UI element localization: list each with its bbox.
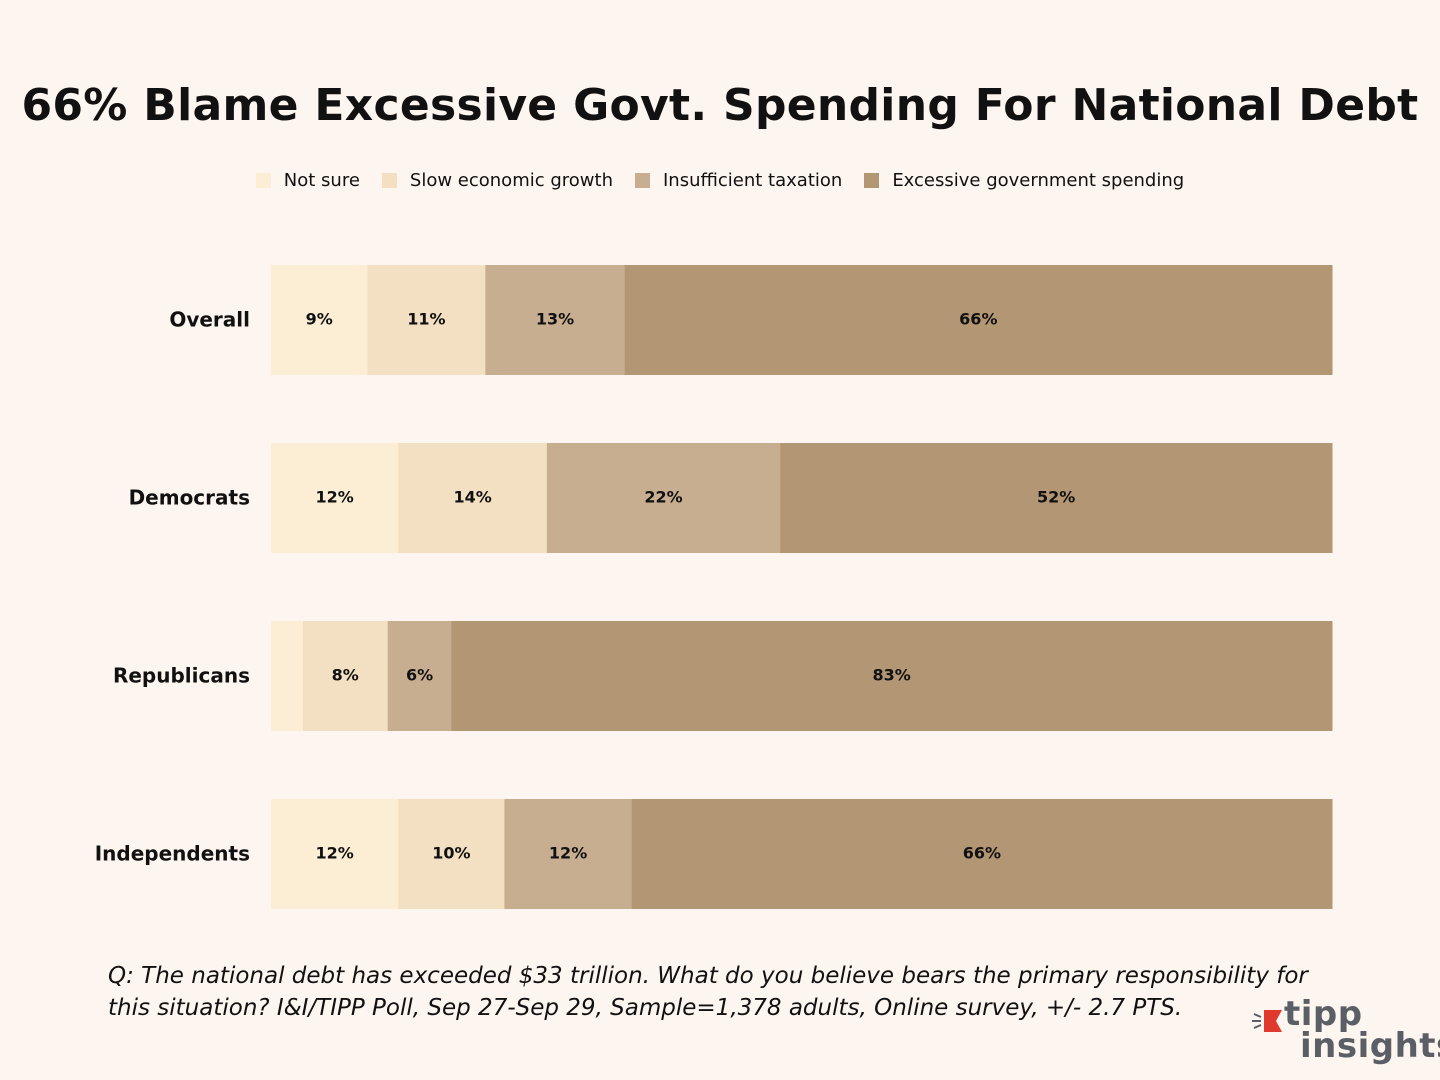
data-label: 10% (432, 844, 470, 863)
legend-item: Slow economic growth (381, 170, 613, 191)
data-label: 14% (453, 488, 491, 507)
bar-segment (451, 621, 1333, 731)
legend-swatch (255, 173, 271, 188)
bar-segment (546, 443, 781, 553)
legend-item: Not sure (255, 170, 360, 191)
data-label: 9% (306, 310, 333, 329)
legend-swatch (381, 173, 397, 188)
bar-segment (504, 799, 633, 909)
legend-item: Excessive government spending (864, 170, 1184, 191)
legend-item: Insufficient taxation (634, 170, 843, 191)
data-label: 66% (959, 310, 997, 329)
data-label: 12% (316, 488, 354, 507)
data-label: 83% (873, 666, 911, 685)
legend-swatch (634, 173, 650, 188)
category-label-democrats: Democrats (129, 486, 250, 510)
survey-footnote: Q: The national debt has exceeded $33 tr… (108, 963, 1308, 1021)
data-label: 8% (332, 666, 359, 685)
logo-text-insights: insights (1300, 1026, 1440, 1066)
legend-swatch (864, 173, 880, 188)
stacked-bar-chart: Overall 9% 11% 13% 66% Democrats 12% 14% 22% 52% R… (95, 265, 1333, 909)
data-label: 22% (644, 488, 682, 507)
bar-segment (387, 621, 452, 731)
chart-title: 66% Blame Excessive Govt. Spending For N… (21, 80, 1419, 131)
data-label: 66% (963, 844, 1001, 863)
bar-segment (398, 443, 548, 553)
bar-segment (398, 799, 505, 909)
bar-segment (271, 443, 399, 553)
bar-segment (485, 265, 626, 375)
legend-label: Slow economic growth (409, 170, 613, 191)
logo-flag-icon (1252, 1010, 1282, 1032)
bar-segment (780, 443, 1333, 553)
bar-segment (271, 621, 304, 731)
category-label-republicans: Republicans (113, 664, 250, 688)
legend-label: Excessive government spending (892, 170, 1185, 191)
category-label-overall: Overall (169, 308, 250, 332)
bar-segment (302, 621, 389, 731)
bar-segment (271, 799, 399, 909)
data-label: 6% (406, 666, 433, 685)
bar-segment (367, 265, 486, 375)
tipp-insights-logo: tipp insights (1252, 994, 1440, 1070)
data-label: 52% (1037, 488, 1075, 507)
category-label-independents: Independents (95, 842, 250, 866)
data-label: 12% (316, 844, 354, 863)
legend-label: Insufficient taxation (662, 170, 843, 191)
logo-text-tipp: tipp (1284, 994, 1363, 1034)
bar-segment (271, 265, 368, 375)
legend-label: Not sure (283, 170, 360, 191)
bar-segment (624, 265, 1333, 375)
data-label: 12% (549, 844, 587, 863)
chart-legend: Not sure Slow economic growth Insufficient… (0, 170, 1440, 191)
data-label: 11% (407, 310, 445, 329)
data-label: 13% (536, 310, 574, 329)
bar-segment (631, 799, 1333, 909)
